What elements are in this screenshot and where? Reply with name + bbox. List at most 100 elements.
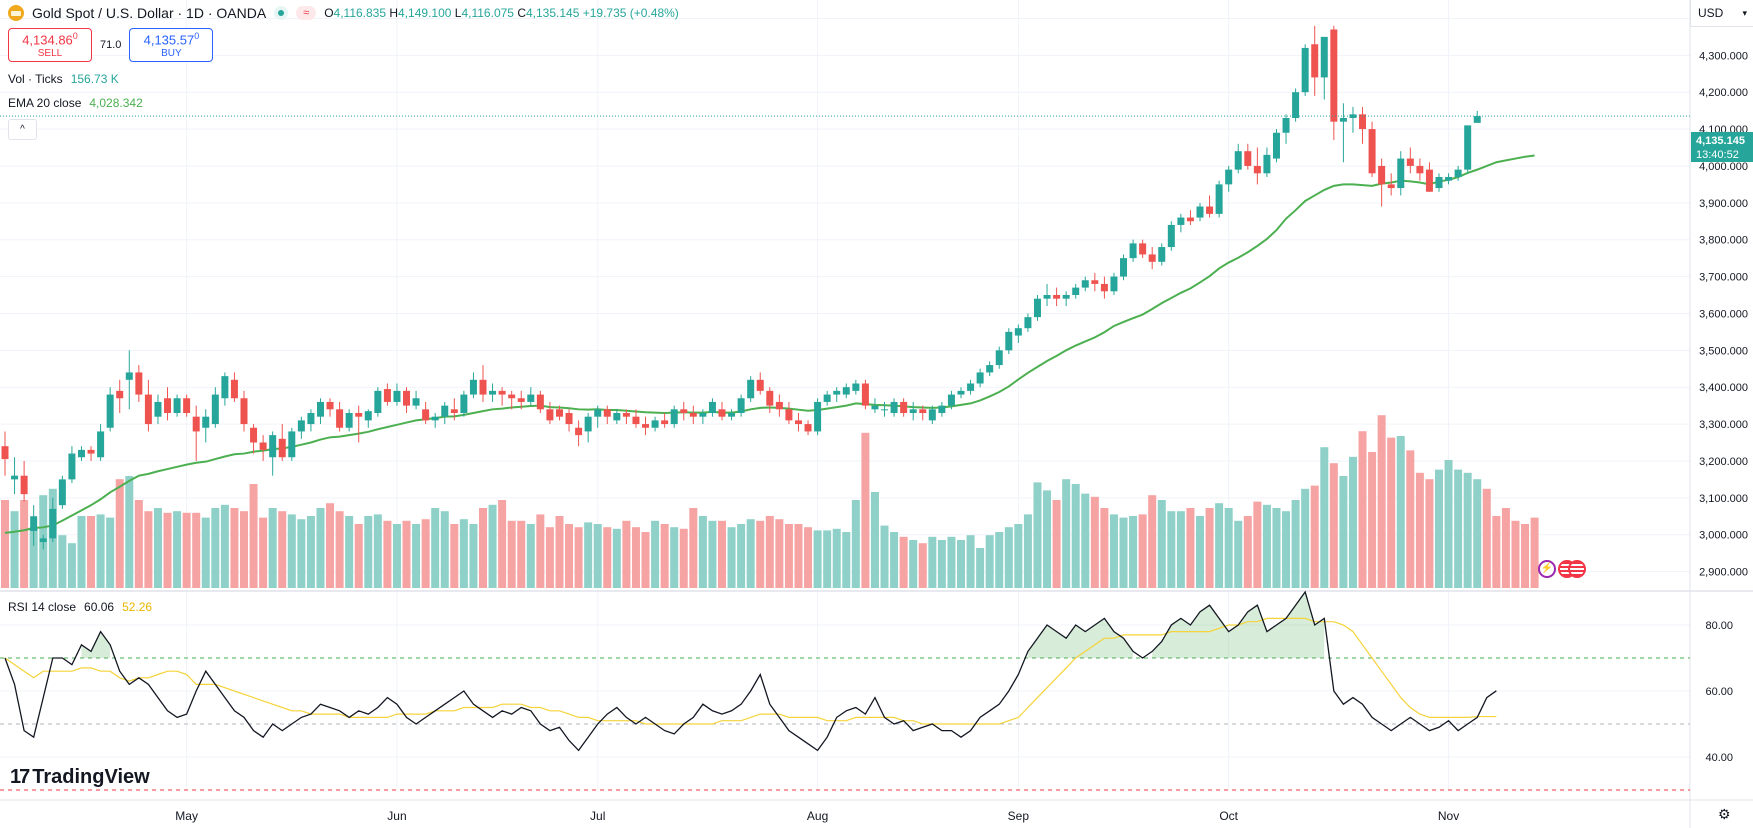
candle-body <box>116 390 124 399</box>
volume-bar <box>1157 500 1166 588</box>
candle-body <box>527 394 535 402</box>
volume-bar <box>622 520 631 588</box>
volume-bar <box>813 530 822 588</box>
volume-bar <box>1320 447 1329 588</box>
candle <box>1110 272 1118 295</box>
candle <box>1292 88 1300 122</box>
volume-bar <box>211 508 220 588</box>
candle <box>479 365 487 402</box>
candle-body <box>881 409 889 411</box>
volume-bar <box>383 520 392 588</box>
candle-body <box>536 394 544 410</box>
us-flag-icon-2[interactable] <box>1568 560 1586 578</box>
candle-body <box>967 383 975 391</box>
candle <box>976 368 984 388</box>
tradingview-logo[interactable]: 17 TradingView <box>10 766 150 789</box>
candle <box>202 409 210 443</box>
candle <box>1005 328 1013 354</box>
symbol-title[interactable]: Gold Spot / U.S. Dollar · 1D · OANDA <box>32 5 267 21</box>
candle <box>68 446 76 484</box>
candle-body <box>469 379 477 395</box>
price-tick-label: 3,600.000 <box>1699 308 1748 320</box>
volume-bar <box>230 508 239 588</box>
candle <box>1158 243 1166 266</box>
volume-bar <box>115 479 124 588</box>
candle-body <box>30 516 38 531</box>
candle-body <box>1 446 9 460</box>
currency-selector[interactable]: USD ▾ <box>1690 0 1753 27</box>
volume-bar <box>1329 463 1338 588</box>
volume-bar <box>909 540 918 588</box>
buy-button[interactable]: 4,135.570 BUY <box>129 28 214 62</box>
settings-gear-icon[interactable]: ⚙ <box>1718 806 1731 822</box>
candle <box>1225 165 1233 192</box>
volume-bar <box>708 520 717 588</box>
volume-bar <box>1473 479 1482 588</box>
candle-body <box>794 420 802 425</box>
rsi-legend[interactable]: RSI 14 close 60.06 52.26 <box>8 600 153 614</box>
sell-button[interactable]: 4,134.860 SELL <box>8 28 92 62</box>
volume-bar <box>469 524 478 588</box>
candle-body <box>450 409 458 413</box>
time-tick-label: Nov <box>1438 809 1459 823</box>
candle <box>1234 143 1242 174</box>
volume-bar <box>612 528 621 588</box>
candle <box>39 534 47 550</box>
candle <box>58 475 66 509</box>
candle <box>1301 44 1309 96</box>
candle <box>1263 147 1271 177</box>
candle <box>1330 25 1338 141</box>
volume-bar <box>804 527 813 588</box>
candle-body <box>1320 36 1328 78</box>
candle <box>49 497 57 543</box>
volume-bar <box>1511 520 1520 588</box>
collapse-legend-button[interactable]: ^ <box>8 119 37 140</box>
candle <box>890 398 898 417</box>
candle-body <box>230 379 238 399</box>
candle-body <box>383 389 391 402</box>
volume-bar <box>67 543 76 588</box>
candle-body <box>957 390 965 395</box>
candle <box>441 401 449 425</box>
price-tick-label: 3,000.000 <box>1699 530 1748 542</box>
volume-bar <box>727 527 736 588</box>
volume-bar <box>1339 476 1348 588</box>
candle-body <box>1186 217 1194 222</box>
candle-body <box>517 398 525 402</box>
rsi-ma-line <box>4 617 1497 725</box>
candle <box>909 401 917 421</box>
candle-body <box>718 409 726 417</box>
price-tick-label: 3,200.000 <box>1699 456 1748 468</box>
candle-body <box>1292 92 1300 118</box>
candle <box>728 409 736 421</box>
candle-body <box>441 405 449 417</box>
candle <box>1043 283 1051 307</box>
volume-bar <box>1435 469 1443 588</box>
volume-bar <box>517 520 526 588</box>
candle-body <box>364 411 372 421</box>
candle-body <box>269 435 277 458</box>
volume-bar <box>1530 517 1539 588</box>
candle-body <box>909 409 917 413</box>
volume-bar <box>507 520 516 588</box>
last-price-label: 4,135.145 13:40:52 <box>1691 132 1753 162</box>
candle-body <box>1053 295 1061 299</box>
candle <box>938 401 946 417</box>
volume-bar <box>1081 493 1090 588</box>
volume-bar <box>641 532 650 588</box>
candle-body <box>1425 169 1433 192</box>
volume-bars <box>1 415 1539 588</box>
ema-legend[interactable]: EMA 20 close 4,028.342 <box>8 96 143 110</box>
volume-legend[interactable]: Vol · Ticks 156.73 K <box>8 72 119 86</box>
candle <box>1253 147 1261 185</box>
last-price-value: 4,135.145 <box>1696 135 1745 147</box>
volume-bar <box>823 530 832 588</box>
lightning-event-icon[interactable]: ⚡ <box>1538 560 1556 578</box>
time-tick-label: Jul <box>590 809 605 823</box>
spread-value: 71.0 <box>100 39 122 51</box>
volume-bar <box>880 525 889 588</box>
bar-countdown: 13:40:52 <box>1696 149 1739 161</box>
volume-bar <box>1358 431 1367 588</box>
candle-body <box>890 401 898 413</box>
